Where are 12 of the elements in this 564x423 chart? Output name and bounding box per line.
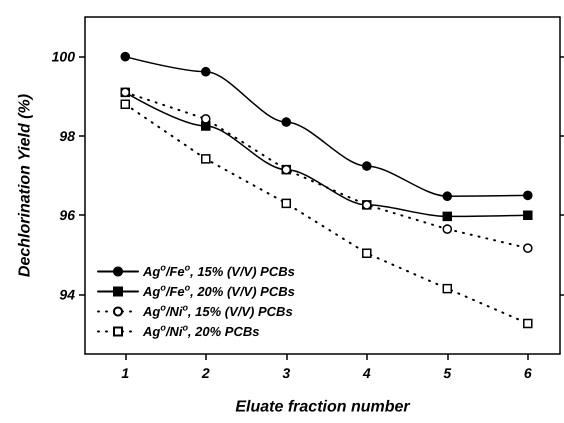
y-tick-label: 98 — [59, 128, 76, 144]
y-tick-label: 100 — [52, 48, 76, 65]
x-tick-label: 2 — [200, 365, 210, 381]
x-axis-title: Eluate fraction number — [235, 398, 410, 416]
x-tick-label: 5 — [443, 365, 452, 381]
x-tick-label: 3 — [282, 365, 290, 381]
y-axis-title: Dechlorination Yield (%) — [16, 94, 34, 278]
x-tick-label: 6 — [524, 365, 532, 381]
y-tick-label: 96 — [59, 207, 76, 224]
y-tick-label: 94 — [59, 286, 76, 303]
x-tick-label: 4 — [362, 365, 371, 381]
x-tick-label: 1 — [121, 365, 130, 381]
